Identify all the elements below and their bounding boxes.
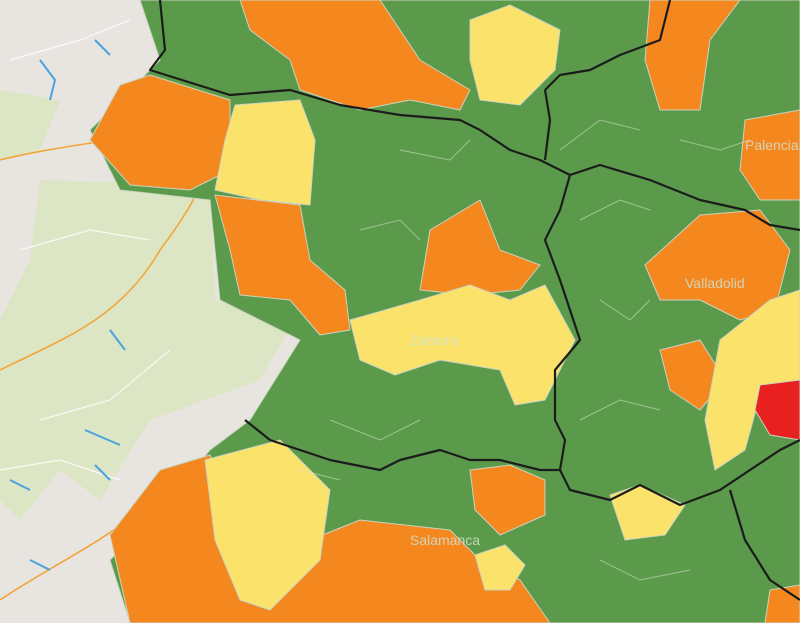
region-high-incidence[interactable] xyxy=(469,464,546,536)
region-high-incidence[interactable] xyxy=(214,194,351,336)
region-high-incidence[interactable] xyxy=(644,209,791,321)
basemap-road xyxy=(0,19,171,481)
region-high-incidence[interactable] xyxy=(739,109,800,201)
region-high-incidence[interactable] xyxy=(89,74,231,191)
municipal-borders xyxy=(299,119,751,581)
city-label-salamanca: Salamanca xyxy=(410,532,480,548)
city-label-palencia: Palencia xyxy=(745,137,799,153)
province-boundary xyxy=(543,89,552,161)
province-boundary xyxy=(148,0,582,472)
province-boundary xyxy=(569,163,800,232)
province-boundary xyxy=(559,439,800,507)
region-high-incidence[interactable] xyxy=(419,199,541,296)
basemap-park-area xyxy=(0,180,300,520)
region-medium-incidence[interactable] xyxy=(349,284,576,406)
region-medium-incidence[interactable] xyxy=(469,4,561,106)
province-boundary xyxy=(544,0,672,91)
region-very-high-incidence[interactable] xyxy=(754,379,800,441)
province-boundary xyxy=(728,489,800,601)
region-high-incidence[interactable] xyxy=(644,0,741,111)
city-label-zamora: Zamora xyxy=(410,332,458,348)
region-high-incidence[interactable] xyxy=(764,584,800,623)
basemap-river xyxy=(9,39,126,571)
region-medium-incidence[interactable] xyxy=(204,439,331,611)
region-high-incidence[interactable] xyxy=(239,0,471,111)
region-medium-incidence[interactable] xyxy=(214,99,316,206)
basemap-park-area xyxy=(0,90,60,160)
city-label-valladolid: Valladolid xyxy=(685,275,745,291)
region-medium-incidence[interactable] xyxy=(474,544,526,591)
